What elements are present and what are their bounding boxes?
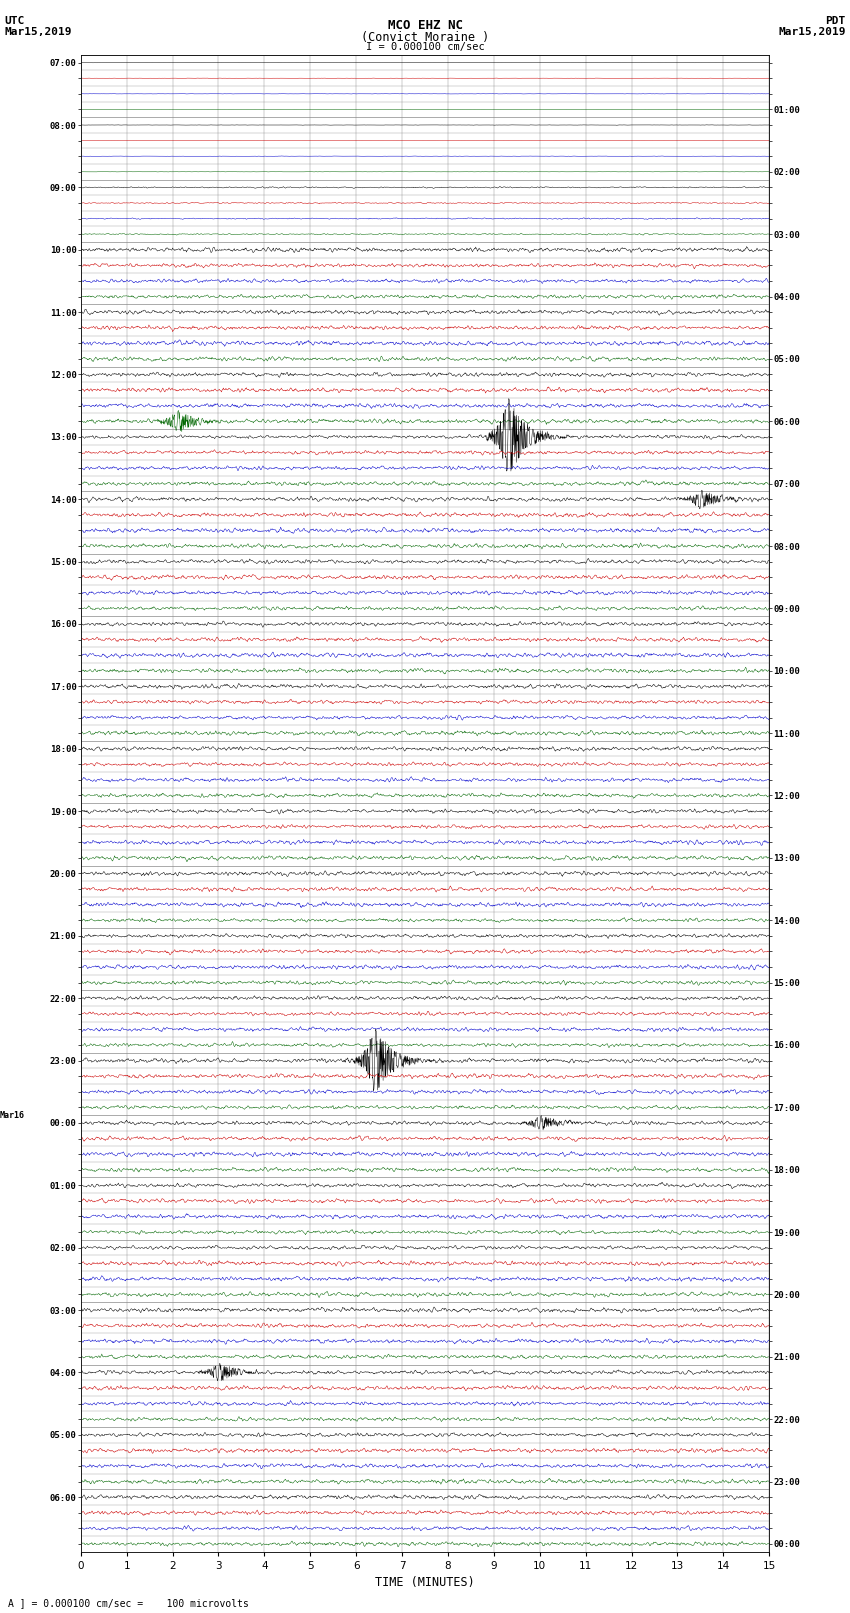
Text: MCO EHZ NC: MCO EHZ NC xyxy=(388,19,462,32)
Text: A ] = 0.000100 cm/sec =    100 microvolts: A ] = 0.000100 cm/sec = 100 microvolts xyxy=(8,1598,249,1608)
X-axis label: TIME (MINUTES): TIME (MINUTES) xyxy=(375,1576,475,1589)
Text: PDT: PDT xyxy=(825,16,846,26)
Text: Mar15,2019: Mar15,2019 xyxy=(779,27,846,37)
Text: UTC: UTC xyxy=(4,16,25,26)
Text: (Convict Moraine ): (Convict Moraine ) xyxy=(361,31,489,44)
Text: Mar15,2019: Mar15,2019 xyxy=(4,27,71,37)
Text: Mar16: Mar16 xyxy=(0,1111,25,1119)
Text: I = 0.000100 cm/sec: I = 0.000100 cm/sec xyxy=(366,42,484,52)
